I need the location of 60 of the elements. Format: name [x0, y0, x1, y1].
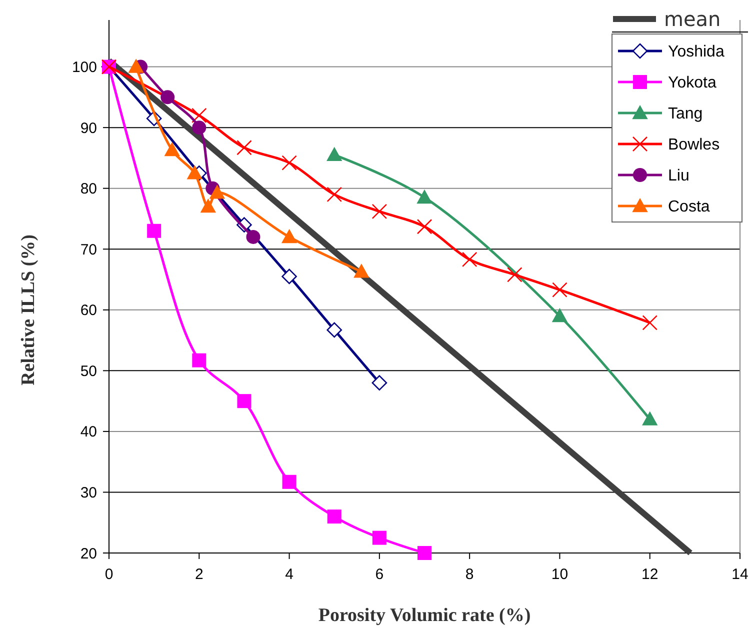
point [418, 546, 432, 560]
x-axis-title: Porosity Volumic rate (%) [318, 605, 531, 626]
point [372, 375, 388, 390]
legend-label: Yoshida [668, 44, 724, 61]
point [191, 108, 207, 124]
y-tick-label: 20 [80, 545, 97, 562]
y-tick-label: 60 [80, 302, 97, 320]
point [160, 90, 175, 104]
y-tick-label: 80 [80, 180, 97, 198]
x-tick-label: 0 [104, 566, 114, 583]
point [506, 267, 522, 282]
point [236, 140, 252, 156]
point [187, 166, 202, 180]
point [416, 218, 432, 234]
legend-label: Yokota [668, 74, 716, 92]
point [326, 322, 342, 338]
x-tick-label: 6 [375, 566, 384, 583]
point [372, 204, 388, 220]
y-tick-label: 40 [80, 424, 97, 441]
y-tick-label: 90 [80, 120, 97, 137]
point [462, 252, 478, 268]
point [282, 268, 297, 284]
point [192, 120, 206, 135]
x-tick-label: 10 [551, 566, 568, 583]
x-tick-label: 12 [642, 566, 658, 583]
point [552, 282, 568, 298]
point [192, 353, 206, 368]
point [327, 510, 342, 524]
point [326, 186, 342, 202]
x-tick-label: 14 [732, 566, 748, 583]
point [237, 394, 252, 408]
point [128, 59, 144, 73]
y-axis-title: Relative ILLS (%) [18, 234, 39, 386]
legend-label: Costa [668, 198, 710, 216]
point [642, 315, 658, 330]
x-tick-label: 4 [285, 566, 294, 583]
point [552, 308, 568, 322]
point [354, 264, 369, 278]
legend-label: Tang [668, 106, 703, 123]
point [372, 530, 386, 545]
point [147, 224, 162, 238]
y-tick-label: 70 [80, 241, 97, 258]
legend-label: mean [664, 7, 721, 31]
point [282, 474, 296, 489]
legend-label: Liu [668, 168, 690, 185]
point [417, 190, 432, 204]
point [326, 147, 342, 162]
y-tick-label: 100 [72, 59, 97, 76]
y-tick-label: 50 [80, 362, 97, 380]
point [210, 185, 225, 199]
point [642, 412, 658, 426]
x-tick-label: 2 [194, 566, 204, 583]
point [246, 230, 260, 244]
point [282, 229, 297, 244]
legend-label: Bowles [668, 136, 720, 154]
point [282, 155, 297, 170]
point [200, 199, 216, 213]
x-tick-label: 8 [465, 566, 474, 583]
point [164, 142, 180, 156]
y-tick-label: 30 [80, 484, 97, 502]
